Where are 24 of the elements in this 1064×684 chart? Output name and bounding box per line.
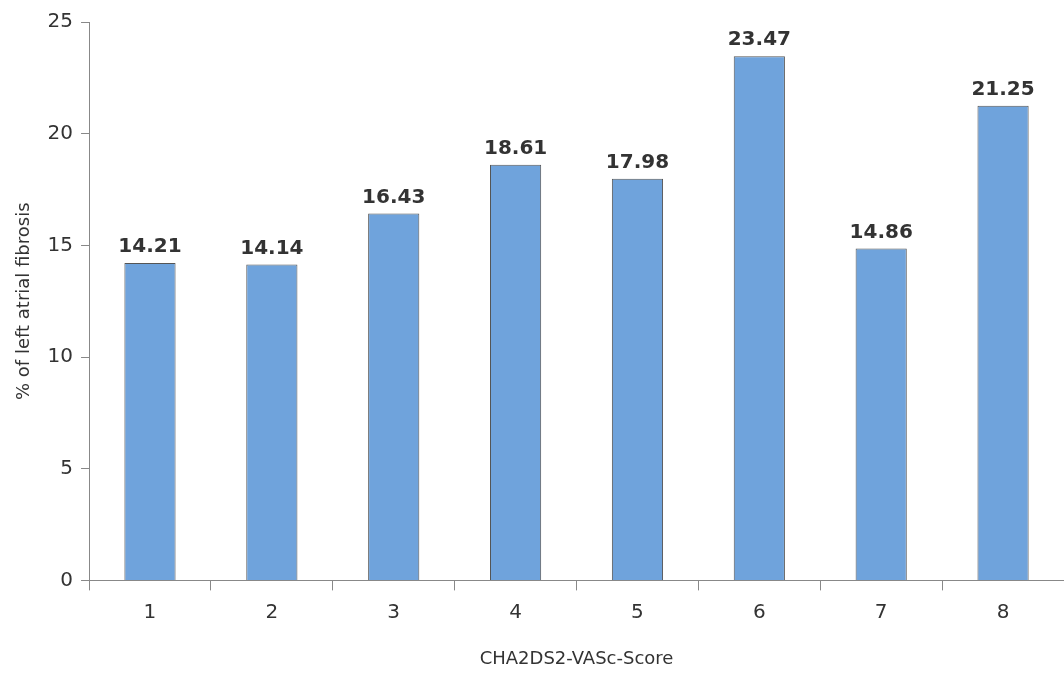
data-label: 23.47 [727, 26, 791, 51]
data-label: 14.86 [849, 218, 913, 243]
y-axis-title: % of left atrial fibrosis [12, 202, 34, 400]
y-tick-label: 5 [60, 454, 74, 479]
data-label: 17.98 [605, 149, 670, 173]
y-tick-label: 10 [47, 343, 74, 368]
x-tick-label: 2 [265, 598, 279, 623]
y-tick-label: 15 [47, 231, 74, 256]
x-tick-label: 4 [509, 598, 522, 623]
x-axis-title: CHA2DS2-VASc-Score [479, 646, 674, 668]
data-label: 18.61 [483, 134, 548, 159]
y-tick-label: 20 [47, 119, 74, 144]
y-tick-label: 0 [60, 566, 74, 591]
data-label: 21.25 [971, 75, 1035, 100]
data-label: 14.21 [118, 233, 182, 258]
x-tick-label: 1 [143, 598, 157, 623]
x-tick-label: 7 [874, 598, 888, 623]
data-label: 14.14 [240, 234, 304, 259]
x-tick-label: 5 [631, 598, 644, 623]
x-tick-label: 6 [752, 598, 766, 623]
y-tick-label: 25 [47, 8, 74, 33]
data-label: 16.43 [362, 183, 426, 208]
x-tick-label: 3 [387, 598, 401, 623]
x-tick-label: 8 [996, 598, 1010, 623]
